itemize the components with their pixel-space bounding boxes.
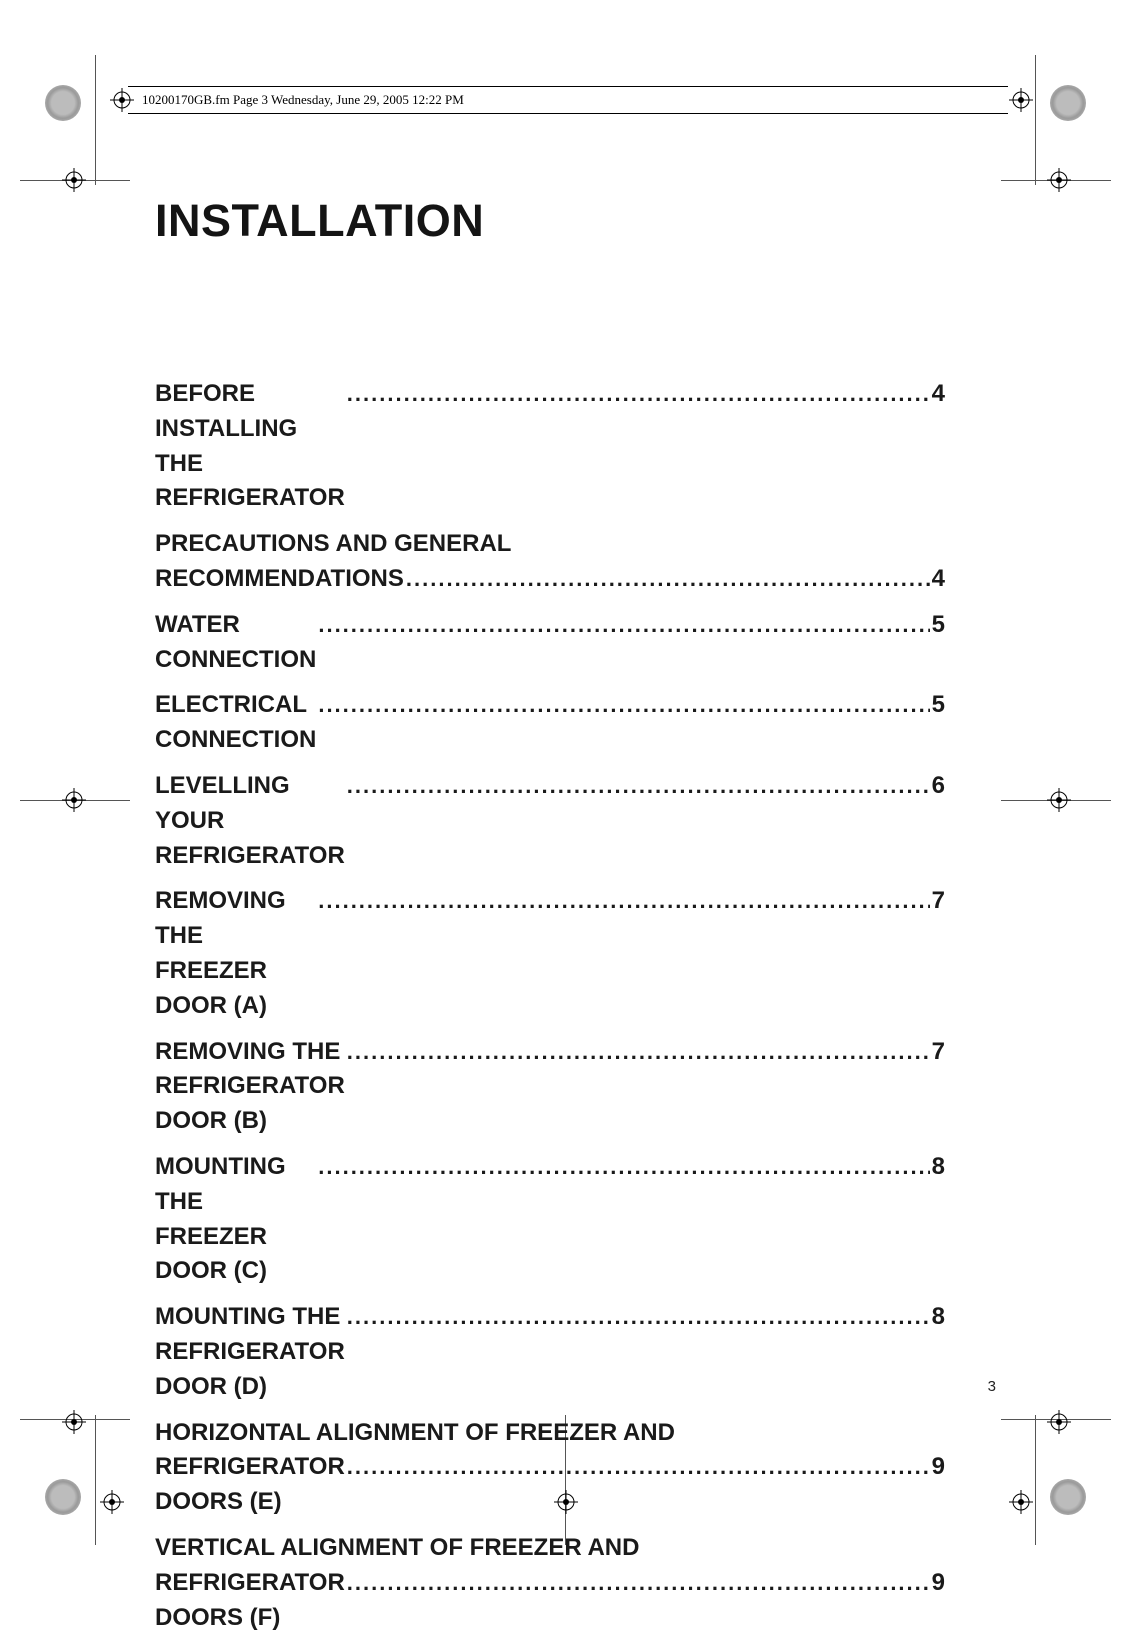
toc-page-number: 5 [930,688,945,723]
toc-leader-dots: ........................................… [316,1151,929,1183]
toc-page-number: 8 [930,1300,945,1335]
crop-sphere-br-icon [1050,1479,1086,1515]
content-area: INSTALLATION BEFORE INSTALLING THE REFRI… [155,195,945,1646]
toc-entry: ELECTRICAL CONNECTION ..................… [155,688,945,758]
toc-entry: WATER CONNECTION .......................… [155,608,945,678]
toc-entry: MOUNTING THE FREEZER DOOR (C) ..........… [155,1150,945,1289]
toc-page-number: 9 [930,1450,945,1485]
toc-leader-dots: ........................................… [345,1451,930,1483]
toc-entry: HORIZONTAL ALIGNMENT OF FREEZER ANDREFRI… [155,1416,945,1520]
toc-label: REMOVING THE REFRIGERATOR DOOR (B) [155,1035,345,1139]
table-of-contents: BEFORE INSTALLING THE REFRIGERATOR .....… [155,377,945,1635]
toc-label: REFRIGERATOR DOORS (E) [155,1450,345,1520]
toc-row: MOUNTING THE REFRIGERATOR DOOR (D) .....… [155,1300,945,1404]
toc-page-number: 8 [930,1150,945,1185]
toc-page-number: 9 [930,1566,945,1601]
toc-label-line: VERTICAL ALIGNMENT OF FREEZER AND [155,1531,945,1566]
crop-hairline [1035,55,1036,185]
crop-sphere-tl-icon [45,85,81,121]
toc-entry: VERTICAL ALIGNMENT OF FREEZER ANDREFRIGE… [155,1531,945,1635]
toc-row: REMOVING THE FREEZER DOOR (A) ..........… [155,884,945,1023]
toc-label: RECOMMENDATIONS [155,562,404,597]
toc-label: BEFORE INSTALLING THE REFRIGERATOR [155,377,345,516]
toc-label: WATER CONNECTION [155,608,316,678]
toc-leader-dots: ........................................… [316,885,929,917]
crop-sphere-bl-icon [45,1479,81,1515]
toc-leader-dots: ........................................… [345,1567,930,1599]
toc-leader-dots: ........................................… [316,689,929,721]
toc-page-number: 7 [930,1035,945,1070]
crop-target-bl-icon [62,1410,84,1432]
framemaker-header: 10200170GB.fm Page 3 Wednesday, June 29,… [128,86,1008,114]
toc-row: BEFORE INSTALLING THE REFRIGERATOR .....… [155,377,945,516]
toc-entry: MOUNTING THE REFRIGERATOR DOOR (D) .....… [155,1300,945,1404]
toc-label-line: HORIZONTAL ALIGNMENT OF FREEZER AND [155,1416,945,1451]
toc-leader-dots: ........................................… [345,378,930,410]
toc-page-number: 5 [930,608,945,643]
toc-page-number: 7 [930,884,945,919]
crop-target-br2-icon [1009,1490,1031,1512]
toc-entry: BEFORE INSTALLING THE REFRIGERATOR .....… [155,377,945,516]
toc-row: REFRIGERATOR DOORS (E) .................… [155,1450,945,1520]
toc-row: ELECTRICAL CONNECTION ..................… [155,688,945,758]
toc-label: LEVELLING YOUR REFRIGERATOR [155,769,345,873]
toc-label-line: PRECAUTIONS AND GENERAL [155,527,945,562]
page-number-footer: 3 [988,1378,996,1395]
toc-row: MOUNTING THE FREEZER DOOR (C) ..........… [155,1150,945,1289]
page: 10200170GB.fm Page 3 Wednesday, June 29,… [0,0,1131,1600]
toc-row: REFRIGERATOR DOORS (F) .................… [155,1566,945,1636]
toc-leader-dots: ........................................… [345,1301,930,1333]
toc-leader-dots: ........................................… [316,609,929,641]
toc-row: WATER CONNECTION .......................… [155,608,945,678]
toc-label: REMOVING THE FREEZER DOOR (A) [155,884,316,1023]
framemaker-header-text: 10200170GB.fm Page 3 Wednesday, June 29,… [128,92,464,108]
crop-hairline [95,55,96,185]
toc-entry: REMOVING THE REFRIGERATOR DOOR (B) .....… [155,1035,945,1139]
toc-entry: LEVELLING YOUR REFRIGERATOR ............… [155,769,945,873]
crop-target-tr-icon [1047,168,1069,190]
crop-target-mr-icon [1047,788,1069,810]
toc-row: RECOMMENDATIONS ........................… [155,562,945,597]
crop-target-ml-icon [62,788,84,810]
toc-entry: REMOVING THE FREEZER DOOR (A) ..........… [155,884,945,1023]
toc-leader-dots: ........................................… [345,770,930,802]
toc-leader-dots: ........................................… [404,563,930,595]
toc-page-number: 4 [930,562,945,597]
crop-target-tl-icon [62,168,84,190]
crop-target-bl2-icon [100,1490,122,1512]
toc-row: LEVELLING YOUR REFRIGERATOR ............… [155,769,945,873]
toc-label: REFRIGERATOR DOORS (F) [155,1566,345,1636]
toc-page-number: 6 [930,769,945,804]
crop-hairline [1035,1415,1036,1545]
crop-hairline [95,1415,96,1545]
toc-label: MOUNTING THE FREEZER DOOR (C) [155,1150,316,1289]
crop-sphere-tr-icon [1050,85,1086,121]
crop-target-br-icon [1047,1410,1069,1432]
crop-target-tr2-icon [1009,88,1031,110]
toc-row: REMOVING THE REFRIGERATOR DOOR (B) .....… [155,1035,945,1139]
toc-entry: PRECAUTIONS AND GENERALRECOMMENDATIONS .… [155,527,945,597]
toc-page-number: 4 [930,377,945,412]
page-title: INSTALLATION [155,195,945,247]
toc-label: MOUNTING THE REFRIGERATOR DOOR (D) [155,1300,345,1404]
toc-label: ELECTRICAL CONNECTION [155,688,316,758]
toc-leader-dots: ........................................… [345,1036,930,1068]
